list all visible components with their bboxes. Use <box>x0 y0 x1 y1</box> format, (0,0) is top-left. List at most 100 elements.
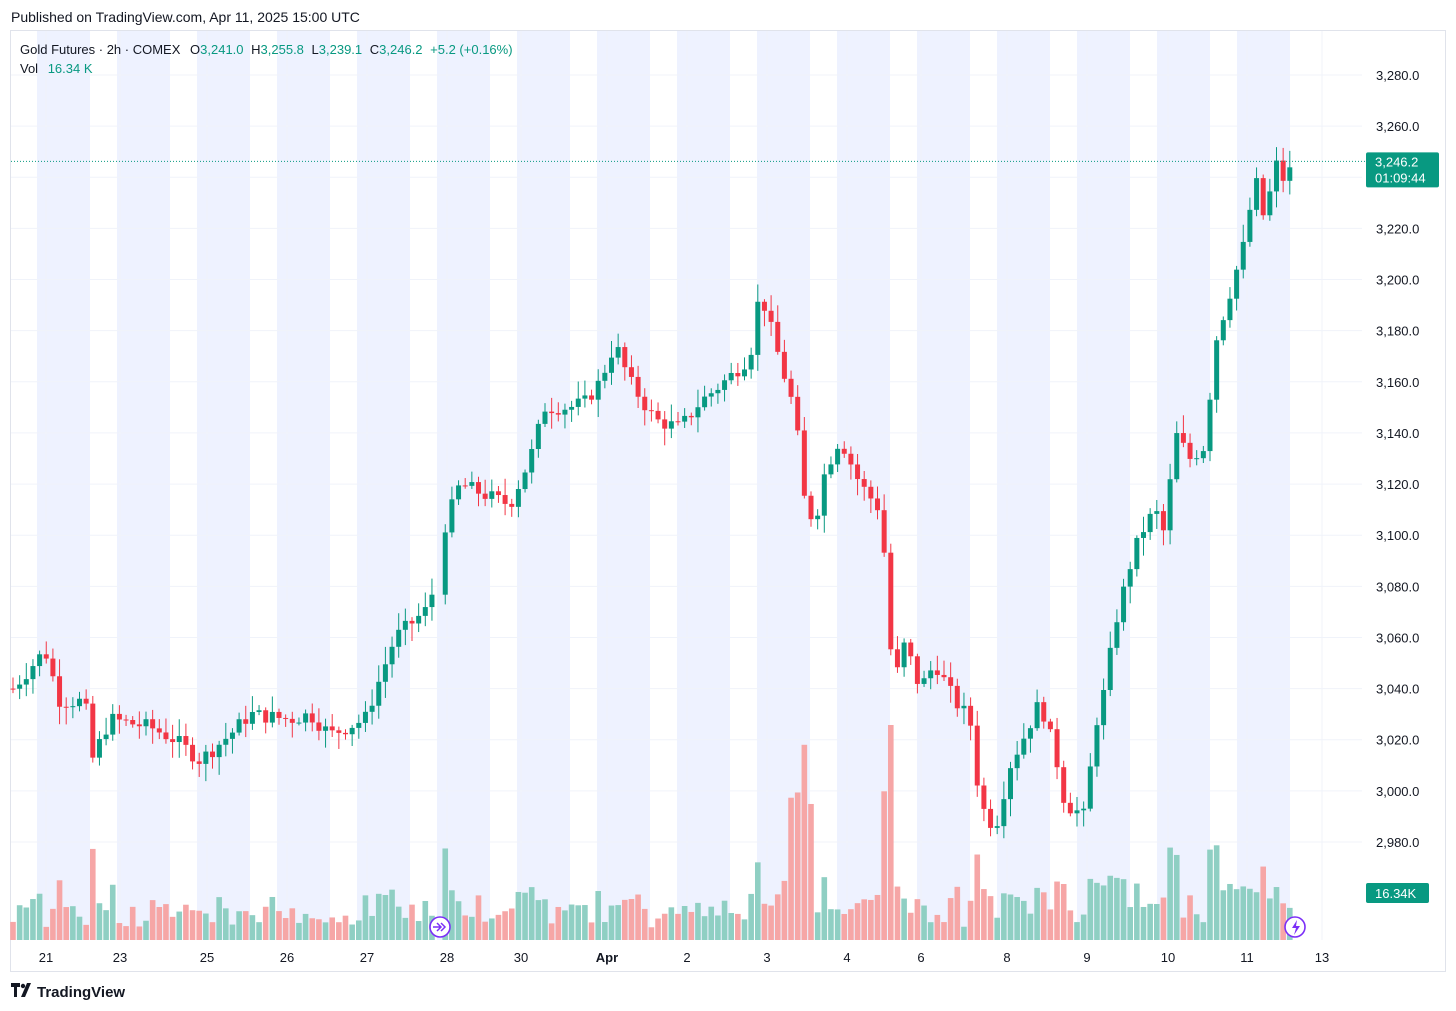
x-tick-label: 4 <box>843 950 850 965</box>
event-markers <box>429 916 1306 938</box>
volume-bar <box>721 900 728 940</box>
candle-body <box>203 751 209 764</box>
volume-bar <box>1187 895 1193 940</box>
open-value: 3,241.0 <box>200 42 244 57</box>
grid-lines <box>11 31 1362 940</box>
y-tick-label: 3,260.0 <box>1376 119 1419 134</box>
candle-body <box>875 498 880 511</box>
candle-body <box>761 301 767 311</box>
session-band <box>37 31 90 940</box>
volume-bar <box>322 922 329 940</box>
candle-body <box>968 705 974 726</box>
candle-body <box>509 503 515 507</box>
candle-body <box>369 705 375 712</box>
price-axis: 3,280.03,260.03,240.03,220.03,200.03,180… <box>1376 68 1419 850</box>
volume-bar <box>535 900 542 940</box>
session-band <box>997 31 1050 940</box>
candle-body <box>83 698 89 704</box>
x-tick-label: 28 <box>440 950 454 965</box>
volume-bar <box>229 924 236 940</box>
volume-bar <box>1127 907 1133 940</box>
volume-bar <box>302 913 309 940</box>
volume-bar <box>415 921 422 940</box>
volume-bar <box>409 904 415 940</box>
session-band <box>917 31 970 940</box>
low-value: 3,239.1 <box>318 42 363 57</box>
candle-body <box>229 732 235 739</box>
volume-bar <box>1034 887 1040 940</box>
volume-bar <box>1160 897 1167 940</box>
volume-bar <box>881 791 887 940</box>
candle-body <box>569 406 575 410</box>
volume-bar <box>109 884 116 940</box>
candle-body <box>23 679 29 685</box>
session-band <box>357 31 410 940</box>
candle-body <box>688 415 694 418</box>
volume-bar <box>402 917 409 940</box>
x-tick-label: 10 <box>1161 950 1175 965</box>
candle-body <box>50 658 56 677</box>
volume-bar <box>1074 922 1080 940</box>
time-axis: 21 23 25 26 27 28 30 Apr 2 3 4 6 8 9 10 11 13 <box>39 950 1329 965</box>
volume-bar <box>768 905 774 940</box>
volume-bar <box>375 893 382 940</box>
session-band <box>1157 31 1210 940</box>
open-label: O <box>190 42 201 57</box>
volume-bar <box>1233 889 1240 940</box>
candle-body <box>775 321 781 352</box>
volume-bar <box>735 913 741 940</box>
candle-body <box>622 347 628 368</box>
volume-bar <box>256 922 262 940</box>
candle-body <box>675 421 681 423</box>
candle-body <box>223 738 229 745</box>
volume-bar <box>156 906 163 940</box>
candle-body <box>136 724 142 727</box>
volume-bar <box>628 899 635 940</box>
x-tick-label: 26 <box>280 950 294 965</box>
candle-body <box>1214 340 1220 400</box>
volume-bar <box>1080 914 1087 940</box>
candle-body <box>781 351 787 379</box>
countdown-label: 01:09:44 <box>1375 170 1426 185</box>
volume-bar <box>987 896 994 940</box>
candle-body <box>642 396 648 411</box>
earnings-flash-icon[interactable] <box>1284 916 1306 938</box>
candle-body <box>1141 532 1146 538</box>
candle-body <box>77 698 82 707</box>
candle-body <box>1200 451 1206 459</box>
volume-bar <box>163 904 169 940</box>
candle-body <box>495 491 501 496</box>
candle-body <box>43 654 49 659</box>
volume-tag <box>1366 883 1429 903</box>
candle-body <box>702 396 708 408</box>
candle-body <box>635 376 641 397</box>
candle-body <box>682 415 688 422</box>
volume-bar <box>861 899 867 940</box>
candle-body <box>416 615 422 624</box>
candle-body <box>954 685 960 709</box>
candle-body <box>801 430 807 496</box>
chart-frame <box>10 30 1446 972</box>
volume-bar <box>901 898 907 940</box>
volume-bar <box>342 915 349 940</box>
dividend-marker-icon[interactable] <box>429 916 451 938</box>
candle-body <box>482 493 488 499</box>
session-band <box>1077 31 1130 940</box>
x-tick-label: 27 <box>360 950 374 965</box>
candle-body <box>462 485 468 487</box>
volume-bar <box>728 912 734 940</box>
volume-bar <box>595 891 601 940</box>
candle-body <box>655 410 661 420</box>
candle-body <box>1008 768 1013 800</box>
brand[interactable]: TradingView <box>11 983 125 1001</box>
volume-label[interactable]: Vol <box>20 61 39 76</box>
volume-bar <box>282 918 289 940</box>
volume-bar <box>369 915 375 940</box>
volume-bar <box>794 792 801 940</box>
volume-bar <box>715 915 721 940</box>
symbol-name[interactable]: Gold Futures · 2h · COMEX <box>20 42 181 57</box>
y-tick-label: 3,060.0 <box>1376 630 1419 645</box>
candle-body <box>429 594 435 608</box>
volume-bar <box>143 920 149 940</box>
